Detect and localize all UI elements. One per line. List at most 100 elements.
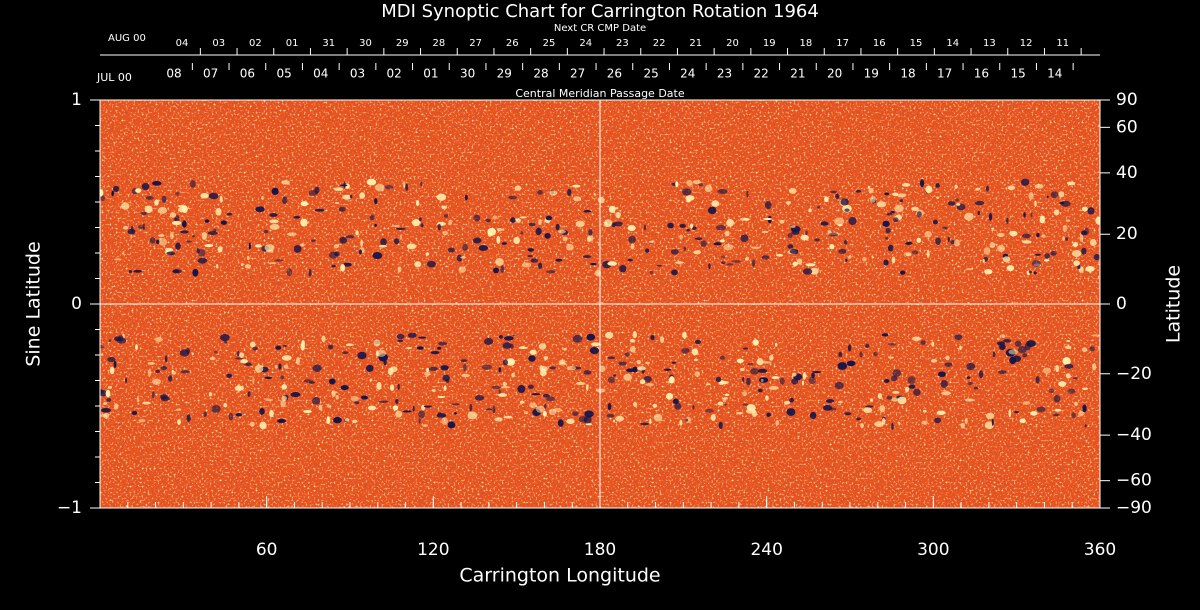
- flux-negative: [437, 223, 441, 231]
- flux-positive: [686, 179, 693, 187]
- flux-positive: [492, 215, 498, 220]
- flux-negative: [845, 258, 848, 262]
- flux-negative: [843, 239, 848, 245]
- flux-negative: [1081, 247, 1087, 255]
- flux-positive: [768, 385, 779, 390]
- flux-positive: [374, 183, 385, 192]
- y2-tick-label: −90: [1116, 498, 1152, 518]
- flux-negative: [686, 229, 690, 232]
- flux-negative: [397, 383, 400, 390]
- flux-positive: [848, 254, 852, 259]
- flux-negative: [978, 370, 984, 379]
- flux-negative: [247, 391, 251, 397]
- flux-positive: [502, 382, 508, 387]
- flux-positive: [959, 345, 962, 351]
- flux-negative: [428, 366, 438, 371]
- flux-negative: [685, 418, 689, 422]
- flux-positive: [705, 383, 711, 386]
- flux-positive: [652, 403, 658, 408]
- flux-negative: [359, 249, 362, 255]
- flux-negative: [607, 376, 616, 384]
- flux-negative: [692, 226, 697, 230]
- top-axis-date: 21: [790, 67, 805, 81]
- flux-positive: [283, 364, 289, 369]
- flux-negative: [220, 220, 227, 225]
- flux-positive: [653, 413, 663, 422]
- flux-positive: [633, 401, 638, 408]
- flux-positive: [548, 408, 557, 416]
- flux-positive: [236, 384, 242, 392]
- flux-positive: [675, 181, 679, 187]
- flux-positive: [441, 205, 448, 210]
- flux-positive: [249, 341, 256, 348]
- flux-negative: [282, 344, 287, 347]
- flux-negative: [463, 363, 467, 372]
- flux-positive: [147, 369, 152, 377]
- flux-positive: [244, 264, 252, 269]
- flux-positive: [996, 232, 1005, 238]
- flux-positive: [169, 231, 174, 240]
- flux-negative: [191, 235, 195, 238]
- flux-positive: [735, 411, 744, 414]
- flux-positive: [223, 403, 228, 408]
- top-axis-date: 22: [754, 67, 769, 81]
- flux-positive: [1039, 215, 1046, 224]
- flux-negative: [674, 402, 682, 410]
- flux-positive: [711, 200, 720, 207]
- flux-negative: [557, 419, 564, 427]
- flux-positive: [157, 234, 165, 237]
- flux-negative: [555, 223, 560, 231]
- flux-positive: [158, 237, 168, 246]
- flux-negative: [395, 398, 399, 404]
- flux-positive: [870, 398, 873, 402]
- flux-positive: [636, 360, 642, 365]
- flux-positive: [808, 208, 812, 213]
- top-axis-date: 23: [717, 67, 732, 81]
- flux-positive: [761, 230, 769, 234]
- flux-negative: [1022, 353, 1028, 358]
- flux-positive: [1043, 259, 1050, 262]
- flux-negative: [555, 258, 563, 262]
- flux-negative: [423, 405, 432, 408]
- flux-negative: [900, 270, 906, 275]
- flux-positive: [965, 268, 974, 271]
- flux-negative: [549, 366, 557, 370]
- flux-negative: [418, 410, 426, 419]
- flux-negative: [700, 240, 707, 248]
- flux-positive: [152, 378, 162, 385]
- flux-positive: [751, 246, 761, 249]
- flux-positive: [926, 249, 930, 258]
- flux-positive: [1041, 234, 1046, 238]
- flux-positive: [746, 404, 756, 411]
- flux-positive: [426, 367, 430, 373]
- flux-positive: [326, 416, 331, 425]
- flux-positive: [443, 385, 447, 391]
- flux-positive: [535, 405, 546, 413]
- flux-positive: [1001, 334, 1006, 338]
- top-axis-date: 15: [1010, 67, 1025, 81]
- flux-negative: [510, 217, 516, 223]
- top-axis-date: 03: [350, 67, 365, 81]
- flux-positive: [518, 346, 528, 350]
- flux-negative: [152, 180, 162, 186]
- flux-negative: [882, 220, 890, 227]
- flux-positive: [1042, 367, 1051, 374]
- flux-negative: [884, 379, 890, 383]
- top-axis-date: 27: [570, 67, 585, 81]
- flux-positive: [573, 196, 581, 202]
- flux-negative: [180, 230, 189, 234]
- flux-positive: [774, 342, 778, 347]
- flux-positive: [1055, 364, 1060, 373]
- flux-negative: [916, 211, 922, 218]
- flux-negative: [606, 413, 615, 418]
- flux-positive: [1089, 238, 1097, 247]
- flux-negative: [155, 239, 160, 245]
- flux-positive: [496, 228, 503, 232]
- flux-positive: [436, 193, 447, 201]
- flux-negative: [142, 223, 146, 231]
- flux-negative: [440, 365, 449, 371]
- flux-negative: [919, 179, 925, 188]
- flux-positive: [355, 230, 359, 236]
- flux-negative: [204, 219, 210, 223]
- flux-positive: [788, 187, 797, 194]
